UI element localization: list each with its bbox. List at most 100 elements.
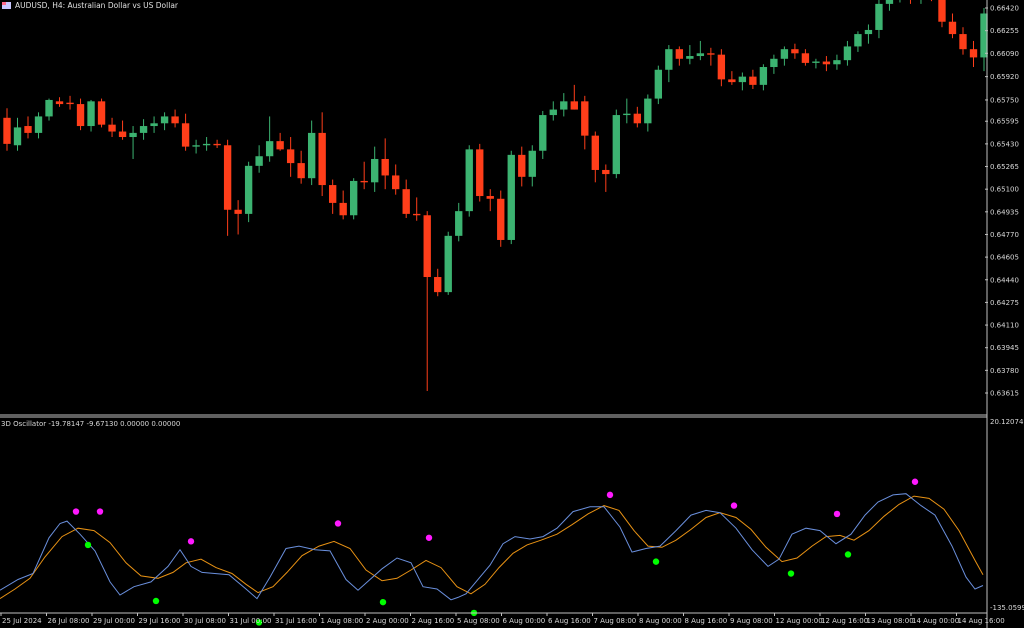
candle[interactable]: [770, 54, 778, 74]
candle[interactable]: [833, 54, 841, 70]
candle[interactable]: [434, 268, 442, 297]
candle[interactable]: [549, 101, 557, 121]
candle[interactable]: [66, 95, 74, 110]
signal-dot-buy: [787, 570, 795, 577]
candle[interactable]: [97, 98, 106, 128]
candle[interactable]: [213, 139, 221, 148]
candle[interactable]: [801, 49, 810, 66]
candle[interactable]: [497, 190, 505, 247]
candle[interactable]: [234, 200, 242, 235]
candle[interactable]: [812, 58, 820, 69]
candle[interactable]: [45, 98, 53, 121]
candle[interactable]: [749, 69, 757, 89]
candle[interactable]: [528, 145, 536, 187]
candle[interactable]: [728, 71, 736, 85]
candle[interactable]: [917, 0, 924, 4]
candle[interactable]: [76, 98, 85, 131]
candle[interactable]: [413, 197, 421, 221]
candle[interactable]: [738, 72, 747, 91]
candle[interactable]: [444, 231, 452, 295]
candle[interactable]: [328, 179, 337, 214]
candle[interactable]: [360, 161, 368, 190]
candle[interactable]: [875, 0, 883, 39]
candle[interactable]: [665, 45, 673, 83]
candle[interactable]: [791, 43, 799, 59]
candle[interactable]: [129, 126, 137, 159]
candle[interactable]: [612, 109, 620, 179]
candle[interactable]: [864, 24, 873, 44]
candle[interactable]: [286, 137, 295, 177]
candle[interactable]: [623, 98, 631, 124]
candle[interactable]: [423, 211, 431, 391]
candle[interactable]: [822, 56, 831, 72]
candle[interactable]: [570, 84, 578, 110]
candle[interactable]: [118, 120, 127, 140]
candle[interactable]: [560, 93, 568, 117]
candle[interactable]: [959, 27, 967, 55]
candle[interactable]: [255, 145, 263, 173]
candle[interactable]: [969, 40, 978, 68]
candle[interactable]: [171, 109, 179, 128]
candle[interactable]: [591, 131, 599, 183]
candle[interactable]: [3, 108, 11, 151]
candle[interactable]: [350, 178, 358, 220]
candle[interactable]: [696, 40, 705, 61]
candle[interactable]: [633, 106, 641, 128]
candle[interactable]: [13, 117, 22, 151]
candle[interactable]: [518, 146, 526, 187]
candle[interactable]: [707, 47, 715, 66]
candle[interactable]: [675, 46, 684, 66]
candle-body: [948, 21, 957, 35]
candle[interactable]: [150, 116, 158, 133]
candle[interactable]: [244, 161, 253, 223]
candle[interactable]: [265, 116, 274, 162]
candle[interactable]: [507, 150, 515, 245]
candle[interactable]: [34, 112, 43, 139]
candle[interactable]: [455, 202, 463, 242]
candle[interactable]: [339, 190, 347, 220]
candle[interactable]: [581, 95, 589, 150]
candle[interactable]: [465, 145, 473, 217]
candle[interactable]: [181, 113, 190, 151]
candle[interactable]: [686, 45, 694, 65]
time-axis-label: 6 Aug 16:00: [548, 617, 591, 625]
candle[interactable]: [843, 40, 852, 66]
candle[interactable]: [948, 13, 957, 39]
candle[interactable]: [938, 0, 946, 28]
candle[interactable]: [55, 97, 64, 107]
candle[interactable]: [318, 112, 326, 197]
candle[interactable]: [223, 139, 232, 236]
candle-body: [265, 141, 274, 157]
candle[interactable]: [780, 46, 789, 66]
candle[interactable]: [87, 99, 95, 132]
candle[interactable]: [24, 116, 32, 139]
candle[interactable]: [654, 65, 663, 105]
candle[interactable]: [297, 150, 305, 184]
candle[interactable]: [539, 110, 547, 159]
candle[interactable]: [854, 31, 862, 52]
candle[interactable]: [192, 139, 200, 154]
candle[interactable]: [980, 8, 988, 72]
candle[interactable]: [602, 164, 610, 192]
candle[interactable]: [108, 117, 116, 138]
candle[interactable]: [139, 119, 148, 140]
candle[interactable]: [402, 179, 410, 218]
candle[interactable]: [381, 138, 389, 190]
candle[interactable]: [717, 49, 726, 87]
price-axis-label: 0.66090: [990, 50, 1019, 58]
candle[interactable]: [759, 64, 768, 91]
candle[interactable]: [476, 143, 484, 202]
candle[interactable]: [486, 189, 494, 212]
candle[interactable]: [392, 164, 400, 195]
candle[interactable]: [307, 120, 316, 186]
candle[interactable]: [202, 137, 211, 151]
candle[interactable]: [160, 112, 169, 131]
time-axis-label: 12 Aug 00:00: [776, 617, 823, 625]
candle[interactable]: [276, 132, 284, 151]
candle[interactable]: [644, 94, 652, 132]
candle[interactable]: [371, 146, 379, 192]
time-axis-label: 9 Aug 08:00: [730, 617, 773, 625]
candle-body: [581, 101, 589, 136]
candle[interactable]: [885, 0, 894, 11]
